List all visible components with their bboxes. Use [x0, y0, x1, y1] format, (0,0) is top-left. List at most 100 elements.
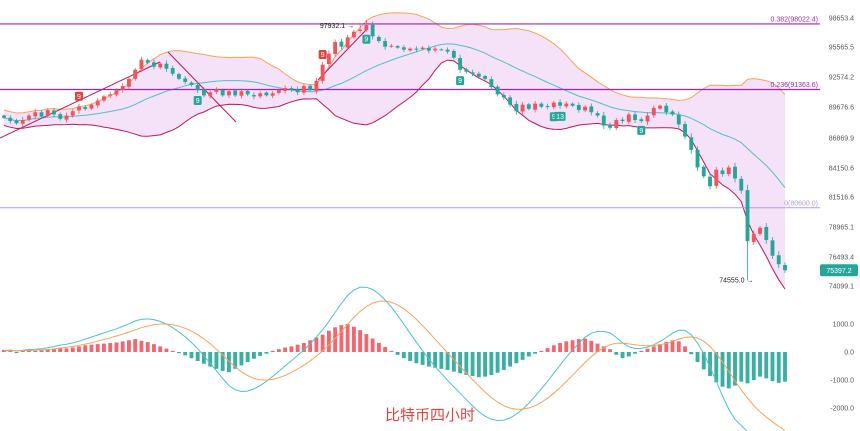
td-marker-badge: [193, 96, 202, 106]
candle-body: [158, 63, 163, 68]
candle-body: [701, 166, 706, 177]
candle-body: [626, 114, 631, 122]
macd-histogram-bar: [664, 341, 669, 352]
candle-body: [320, 64, 325, 81]
macd-histogram-bar: [214, 352, 219, 369]
macd-histogram-bar: [720, 352, 725, 387]
macd-histogram-bar: [608, 349, 612, 352]
macd-histogram-bar: [408, 352, 413, 361]
macd-histogram-bar: [189, 352, 194, 359]
candle-body: [476, 73, 481, 77]
price-axis-tick-label: 98653.4: [829, 16, 854, 23]
candle-body: [283, 88, 288, 91]
macd-histogram-bar: [558, 343, 563, 352]
candle-body: [139, 59, 144, 70]
candle-body: [276, 90, 281, 93]
td-marker-count: 9: [196, 98, 200, 105]
macd-histogram-bar: [445, 352, 450, 370]
candle-body: [383, 41, 388, 47]
price-axis-tick-label: 81516.6: [829, 195, 854, 202]
macd-histogram-bar: [139, 340, 144, 352]
macd-histogram-bar: [551, 345, 556, 352]
candle-body: [739, 178, 744, 191]
macd-histogram-bar: [520, 352, 525, 360]
macd-histogram-bar: [383, 346, 388, 352]
candle-body: [708, 176, 712, 187]
candle-body: [339, 41, 344, 47]
candle-body: [58, 114, 63, 119]
candle-body: [633, 114, 637, 120]
candle-body: [289, 88, 294, 91]
macd-histogram-bar: [739, 352, 744, 382]
macd-histogram-bar: [127, 340, 131, 352]
candle-body: [333, 41, 338, 55]
td-marker-count: 9: [458, 78, 462, 85]
macd-histogram-bar: [570, 340, 575, 352]
macd-histogram-bar: [458, 352, 463, 374]
candle-body: [145, 60, 150, 63]
macd-histogram-bar: [601, 346, 606, 352]
candle-body: [595, 113, 600, 116]
candle-body: [733, 166, 737, 179]
macd-histogram-bar: [264, 352, 269, 354]
macd-histogram-bar: [276, 349, 281, 352]
macd-histogram-bar: [433, 352, 438, 368]
candle-body: [358, 29, 363, 31]
candle-body: [539, 103, 544, 107]
candle-body: [364, 25, 369, 31]
candle-body: [608, 124, 612, 128]
candle-body: [670, 111, 675, 115]
candle-body: [152, 62, 156, 67]
candle-body: [445, 49, 450, 52]
candle-body: [764, 226, 769, 240]
td-marker-badge: [554, 111, 566, 121]
candle-body: [683, 124, 687, 137]
macd-histogram-bar: [114, 342, 119, 352]
macd-histogram-bar: [589, 340, 594, 352]
macd-histogram-bar: [301, 343, 306, 352]
candle-body: [208, 92, 213, 96]
macd-histogram-bar: [39, 350, 44, 352]
macd-histogram-bar: [226, 352, 231, 373]
macd-histogram-bar: [95, 344, 100, 352]
candle-body: [645, 115, 650, 122]
price-axis-tick-label: 84150.6: [829, 166, 854, 173]
macd-histogram-bar: [745, 352, 750, 384]
candle-body: [751, 233, 756, 242]
candle-body: [195, 85, 200, 91]
macd-histogram-bar: [152, 344, 156, 352]
macd-histogram-bar: [401, 352, 406, 359]
macd-histogram-bar: [670, 340, 675, 352]
candle-body: [95, 100, 100, 106]
candle-body: [401, 47, 406, 50]
candle-body: [2, 115, 6, 118]
macd-histogram-bar: [464, 352, 469, 375]
candle-body: [108, 94, 113, 96]
candle-body: [420, 47, 425, 49]
candle-body: [345, 37, 350, 48]
macd-histogram-bar: [108, 343, 113, 352]
price-axis-tick-label: 95565.5: [829, 45, 854, 52]
candle-body: [520, 104, 525, 112]
candle-body: [177, 74, 181, 79]
macd-histogram-bar: [45, 349, 50, 352]
macd-histogram-bar: [476, 352, 481, 378]
candle-body: [301, 86, 306, 93]
macd-histogram-bar: [770, 352, 775, 382]
macd-histogram-bar: [89, 344, 94, 352]
macd-histogram-bar: [351, 326, 356, 352]
macd-histogram-bar: [364, 334, 369, 352]
candle-body: [8, 117, 13, 122]
macd-histogram-bar: [733, 352, 737, 386]
macd-histogram-bar: [576, 339, 581, 352]
candle-body: [464, 69, 469, 72]
macd-histogram-bar: [208, 352, 213, 367]
candle-body: [120, 86, 125, 90]
candle-body: [201, 89, 206, 96]
candle-body: [77, 106, 81, 111]
candle-body: [264, 92, 269, 96]
candle-body: [526, 104, 531, 109]
bollinger-fill: [4, 12, 785, 290]
candle-body: [433, 48, 438, 51]
